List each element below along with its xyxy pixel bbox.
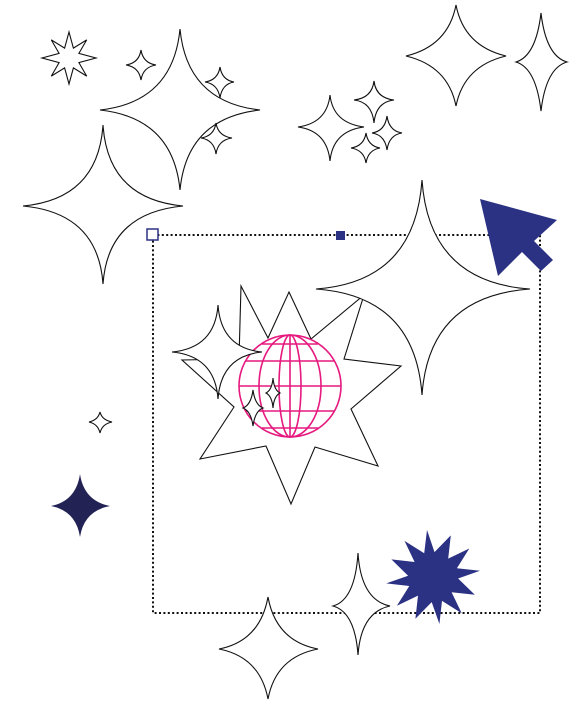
arrow-cursor-icon[interactable] (480, 199, 557, 276)
four-point-star-icon[interactable] (405, 4, 507, 107)
sparkle-star-icon[interactable] (99, 28, 261, 191)
sparkle-star-icon[interactable] (371, 115, 403, 151)
filled-four-point-star-icon[interactable] (51, 474, 110, 537)
sunburst-small-icon[interactable] (39, 29, 99, 87)
sparkle-star-icon[interactable] (171, 304, 263, 400)
wireframe-globe-icon[interactable] (238, 334, 342, 438)
four-point-star-icon[interactable] (241, 389, 265, 427)
sparkle-star-icon[interactable] (297, 94, 365, 162)
sparkle-star-icon[interactable] (200, 122, 233, 155)
four-point-star-icon[interactable] (218, 596, 319, 700)
four-point-star-icon[interactable] (330, 552, 391, 656)
four-point-star-icon[interactable] (514, 12, 569, 112)
square-filled-icon[interactable] (336, 231, 345, 240)
sparkle-star-icon[interactable] (350, 132, 381, 164)
square-hollow-icon[interactable] (146, 228, 159, 241)
sparkle-star-icon[interactable] (88, 411, 113, 434)
seven-point-star-icon[interactable] (180, 283, 403, 506)
sparkle-star-icon[interactable] (315, 179, 531, 396)
starburst-icon[interactable] (386, 530, 480, 624)
sparkle-star-icon[interactable] (125, 49, 157, 81)
sparkle-star-icon[interactable] (204, 66, 235, 99)
four-point-star-icon[interactable] (264, 377, 282, 409)
sparkle-star-icon[interactable] (22, 124, 184, 285)
sparkle-star-icon[interactable] (353, 80, 395, 124)
